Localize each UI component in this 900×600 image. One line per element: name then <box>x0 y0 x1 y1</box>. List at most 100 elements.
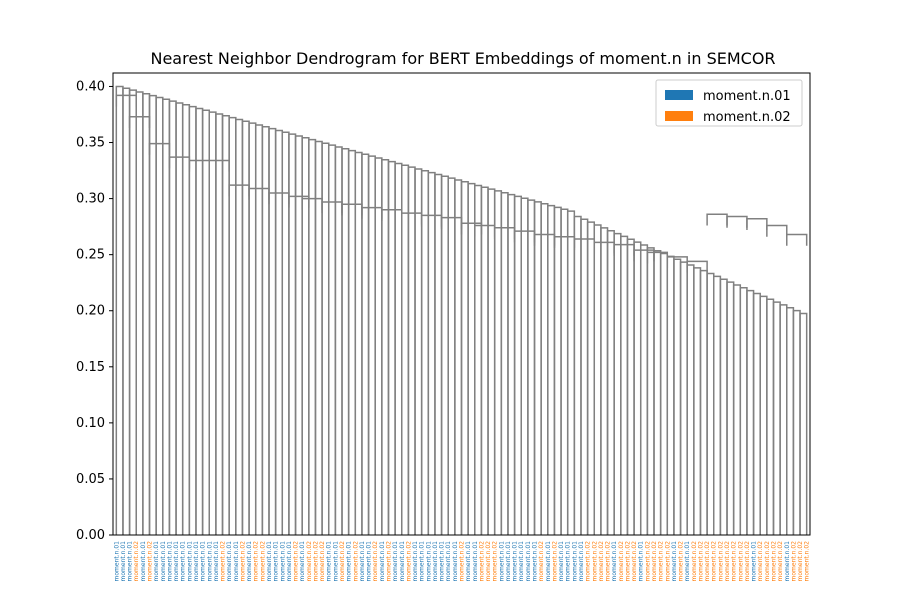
y-tick-label: 0.20 <box>76 304 105 319</box>
leaf-label: moment.n.01 <box>113 541 120 582</box>
leaf-label: moment.n.02 <box>585 541 592 582</box>
dendrogram-link <box>792 309 801 535</box>
leaf-label: moment.n.02 <box>220 541 227 582</box>
leaf-label: moment.n.02 <box>717 541 724 582</box>
dendrogram-link <box>274 129 284 535</box>
dendrogram-link <box>115 85 124 535</box>
dendrogram-link <box>155 96 164 535</box>
dendrogram-link <box>752 292 761 535</box>
dendrogram-link <box>580 218 589 535</box>
leaf-label: moment.n.01 <box>200 541 207 582</box>
dendrogram-link <box>195 107 204 535</box>
leaf-label: moment.n.01 <box>558 541 565 582</box>
legend-label: moment.n.02 <box>703 110 791 125</box>
dendrogram-link <box>401 164 410 535</box>
dendrogram-merge <box>148 142 171 155</box>
leaf-label: moment.n.02 <box>591 541 598 582</box>
leaf-label: moment.n.02 <box>618 541 625 582</box>
leaf-label: moment.n.02 <box>678 541 685 582</box>
dendrogram-link <box>626 238 635 535</box>
dendrogram-link <box>540 203 549 535</box>
y-tick-label: 0.35 <box>76 136 105 151</box>
leaf-label: moment.n.02 <box>339 541 346 582</box>
leaf-label: moment.n.02 <box>319 541 326 582</box>
leaf-label: moment.n.01 <box>392 541 399 582</box>
dendrogram-link <box>208 111 217 535</box>
leaf-label: moment.n.01 <box>439 541 446 582</box>
leaf-label: moment.n.01 <box>452 541 459 582</box>
leaf-label: moment.n.01 <box>286 541 293 582</box>
leaf-label: moment.n.02 <box>306 541 313 582</box>
dendrogram-link <box>779 304 788 535</box>
dendrogram-link <box>427 171 436 535</box>
leaf-label: moment.n.02 <box>551 541 558 582</box>
leaf-label: moment.n.01 <box>153 541 160 582</box>
dendrogram-link <box>633 241 642 535</box>
dendrogram-link <box>573 215 582 535</box>
leaf-label: moment.n.01 <box>545 541 552 582</box>
dendrogram-link <box>606 229 615 535</box>
dendrogram-link <box>653 249 662 535</box>
dendrogram-link <box>487 188 496 535</box>
dendrogram-merge <box>420 214 443 227</box>
dendrogram-link <box>712 275 722 535</box>
leaf-label: moment.n.02 <box>724 541 731 582</box>
leaf-label: moment.n.02 <box>459 541 466 582</box>
dendrogram-link <box>786 307 795 535</box>
leaf-label: moment.n.02 <box>293 541 300 582</box>
leaf-label: moment.n.01 <box>565 541 572 582</box>
y-tick-label: 0.30 <box>76 192 105 207</box>
leaf-label: moment.n.02 <box>492 541 499 582</box>
dendrogram-link <box>600 227 609 535</box>
dendrogram-link <box>341 148 350 535</box>
dendrogram-merge <box>746 218 768 230</box>
dendrogram-link <box>560 208 569 535</box>
dendrogram-link <box>394 162 403 535</box>
leaf-label: moment.n.02 <box>711 541 718 582</box>
dendrogram-link <box>772 301 781 535</box>
dendrogram-merge <box>208 159 230 172</box>
dendrogram-link <box>566 210 576 535</box>
dendrogram-link <box>500 192 509 535</box>
dendrogram-merge <box>188 159 211 172</box>
dendrogram-merge <box>440 216 463 229</box>
dendrogram-link <box>533 201 542 535</box>
leaf-label: moment.n.02 <box>704 541 711 582</box>
y-tick-label: 0.25 <box>76 248 105 263</box>
leaf-label: moment.n.01 <box>751 541 758 582</box>
leaf-label: moment.n.01 <box>193 541 200 582</box>
legend-swatch <box>665 111 693 121</box>
leaf-label: moment.n.02 <box>790 541 797 582</box>
leaf-label: moment.n.02 <box>385 541 392 582</box>
leaf-label: moment.n.01 <box>359 541 366 582</box>
leaf-label: moment.n.01 <box>419 541 426 582</box>
dendrogram-link <box>148 94 157 535</box>
dendrogram-link <box>699 269 708 535</box>
dendrogram-link <box>454 179 463 535</box>
leaf-label: moment.n.01 <box>366 541 373 582</box>
dendrogram-link <box>673 258 682 535</box>
leaf-label: moment.n.01 <box>226 541 233 582</box>
leaf-label: moment.n.02 <box>777 541 784 582</box>
y-tick-label: 0.40 <box>76 79 105 94</box>
y-tick-label: 0.00 <box>76 528 105 543</box>
dendrogram-link <box>381 159 390 535</box>
leaf-label: moment.n.02 <box>485 541 492 582</box>
leaf-label: moment.n.02 <box>644 541 651 582</box>
leaf-label: moment.n.01 <box>273 541 280 582</box>
leaf-labels: moment.n.01 moment.n.01 moment.n.01 moment.… <box>113 541 810 582</box>
dendrogram-link <box>474 184 483 535</box>
leaf-label: moment.n.01 <box>332 541 339 582</box>
leaf-label: moment.n.01 <box>127 541 134 582</box>
leaf-label: moment.n.02 <box>770 541 777 582</box>
leaf-label: moment.n.01 <box>279 541 286 582</box>
leaf-label: moment.n.01 <box>412 541 419 582</box>
dendrogram-merge <box>341 203 363 216</box>
leaf-label: moment.n.01 <box>266 541 273 582</box>
dendrogram-link <box>387 160 396 535</box>
dendrogram-merge <box>321 201 343 214</box>
dendrogram-merge <box>493 226 516 239</box>
dendrogram-merge <box>633 249 655 262</box>
leaf-label: moment.n.02 <box>697 541 704 582</box>
dendrogram-merge <box>553 235 576 248</box>
